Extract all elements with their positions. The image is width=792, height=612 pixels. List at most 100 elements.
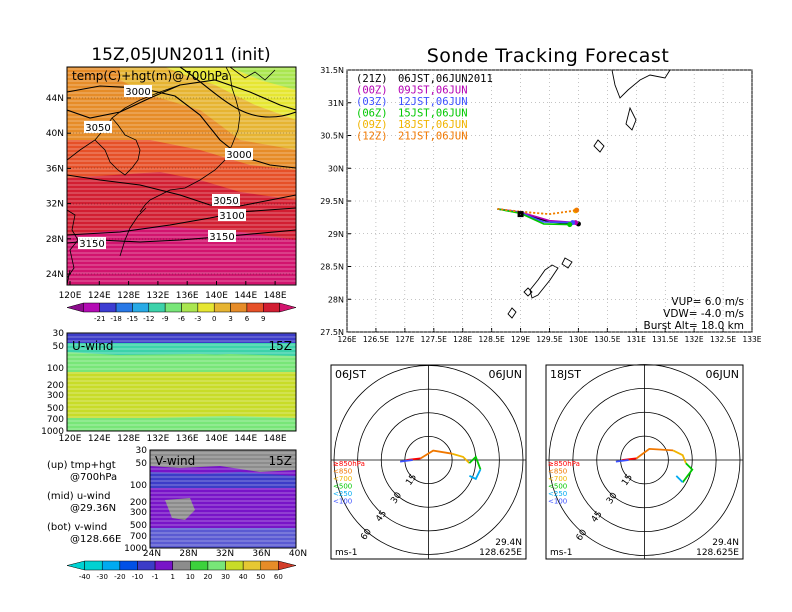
burst-altitude-text: Burst Alt= 18.0 km (644, 320, 744, 332)
temperature-colorbar-swatch (197, 302, 215, 313)
wind-colorbar-swatch (242, 560, 262, 571)
track-end-point (574, 207, 580, 213)
u-wind-pressure-label: 50 (53, 342, 65, 352)
track-lon-label: 133E (742, 335, 761, 344)
hodograph-level-label: <250 (548, 490, 567, 498)
temperature-colorbar-swatch (213, 302, 231, 313)
u-wind-lon-label: 136E (176, 434, 199, 444)
wind-colorbar-label: 30 (221, 573, 230, 581)
track-legend-run: (06Z) (356, 108, 388, 120)
hodograph-trace-segment (672, 449, 687, 464)
track-lat-label: 31.5N (320, 66, 344, 75)
map-gridlines (67, 97, 296, 275)
map-lat-tick-label: 24N (46, 270, 64, 280)
hodograph-lon: 128.625E (479, 548, 522, 558)
contour-label: 3050 (84, 121, 112, 134)
hodograph-level-label: <100 (333, 498, 352, 506)
track-lon-label: 127E (395, 335, 414, 344)
temperature-colorbar-label: -15 (127, 315, 138, 323)
u-wind-lon-label: 144E (234, 434, 257, 444)
contour-label: 3150 (78, 237, 106, 250)
hodograph-level-label: <100 (548, 498, 567, 506)
hodograph-title-left: 06JST (335, 368, 366, 381)
v-wind-label: V-wind (155, 454, 195, 468)
u-wind-label: U-wind (72, 339, 113, 353)
track-lon-label: 131E (627, 335, 646, 344)
u-wind-pressure-label: 200 (47, 381, 64, 391)
temperature-colorbar-label: -12 (143, 315, 154, 323)
v-wind-lat-label: 24N (143, 549, 161, 559)
hodograph-title-right: 06JUN (705, 368, 739, 381)
u-wind-time: 15Z (269, 339, 293, 353)
track-lon-label: 126E (337, 335, 356, 344)
temperature-colorbar-label: -3 (194, 315, 201, 323)
map-lon-tick-label: 132E (146, 291, 169, 301)
track-legend-time: 21JST,06JUN (398, 131, 468, 143)
wind-colorbar-label: -40 (79, 573, 90, 581)
legend-note-sub: @700hPa (70, 472, 117, 483)
track-legend-time: 06JST,06JUN2011 (398, 73, 493, 85)
track-legend-run: (03Z) (356, 96, 388, 108)
u-wind-pressure-label: 500 (47, 404, 64, 414)
vup-text: VUP= 6.0 m/s (671, 296, 744, 308)
hodograph-trace-segment (675, 475, 684, 483)
track-lon-label: 132.5E (710, 335, 736, 344)
hodograph-level-label: <700 (548, 475, 567, 483)
map-label: temp(C)+hgt(m)@700hPa (72, 69, 229, 83)
track-lines (497, 207, 581, 228)
track-legend-time: 15JST,06JUN (398, 108, 468, 120)
track-legend: (21Z) 06JST,06JUN2011 (00Z) 09JST,06JUN (03Z… (356, 73, 493, 143)
track-coastlines (507, 70, 671, 319)
track-lon-label: 129.5E (536, 335, 562, 344)
contour-label-3000-east: 3000 (226, 150, 251, 161)
hodograph-lon: 128.625E (696, 548, 739, 558)
wind-colorbar-swatch (137, 560, 156, 571)
hodograph-level-label: ≥850hPa (548, 460, 580, 468)
map-lat-tick-label: 28N (46, 235, 64, 245)
right-title: Sonde Tracking Forecast (427, 45, 670, 67)
temperature-colorbar-label: -6 (178, 315, 186, 323)
wind-colorbar-swatch (119, 560, 138, 571)
hodograph-trace-segment (469, 469, 482, 481)
temperature-colorbar-swatch (164, 302, 182, 313)
v-wind-lat-label: 28N (179, 549, 197, 559)
temperature-colorbar-swatch (279, 302, 297, 313)
temperature-colorbar-swatch (83, 302, 100, 313)
hodograph-level-label: <850 (548, 468, 567, 476)
v-wind-lat-label: 36N (252, 549, 270, 559)
wind-colorbar-label: 50 (256, 573, 265, 581)
track-legend-time: 18JST,06JUN (398, 119, 468, 131)
hodograph-trace-segment (615, 459, 629, 463)
track-legend-run: (12Z) (356, 131, 388, 143)
track-end-point (567, 222, 573, 228)
track-legend-run: (09Z) (356, 119, 388, 131)
wind-colorbar-swatch (278, 560, 297, 571)
wind-colorbar-swatch (101, 560, 121, 571)
wind-colorbar-label: 60 (274, 573, 283, 581)
contour-label: 3150 (208, 230, 236, 243)
v-wind-pressure-label: 200 (130, 498, 147, 508)
temperature-map-panel: 3000 3050 3000 3050 3100 (46, 66, 297, 323)
track-lon-label: 127.5E (421, 335, 447, 344)
contour-label-3050-south: 3050 (213, 196, 238, 207)
temperature-colorbar-label: 6 (245, 315, 250, 323)
wind-colorbar-label: 40 (239, 573, 248, 581)
temperature-colorbar-swatch (148, 302, 166, 313)
map-lat-tick-label: 36N (46, 164, 64, 174)
hodograph-level-label: <250 (333, 490, 352, 498)
map-lon-tick-label: 144E (234, 291, 257, 301)
wind-colorbar-swatch (172, 560, 191, 571)
u-wind-pressure-label: 700 (47, 415, 64, 425)
hodograph-trace-segment (681, 462, 694, 483)
hodograph-unit: ms-1 (550, 548, 572, 558)
v-wind-lat-label: 40N (289, 549, 307, 559)
hodograph-level-label: ≥850hPa (333, 460, 365, 468)
track-lat-label: 31N (328, 99, 344, 108)
map-lon-tick-label: 136E (176, 291, 199, 301)
track-lat-label: 30N (328, 164, 344, 173)
track-lat-label: 28.5N (320, 263, 344, 272)
wind-colorbar-label: -1 (152, 573, 159, 581)
sonde-track-panel: 31.5N 31N 30.5N 30N 29.5N 29N 28.5N 28N 27.5N 12… (320, 66, 762, 344)
v-wind-pressure-label: 100 (130, 481, 147, 491)
